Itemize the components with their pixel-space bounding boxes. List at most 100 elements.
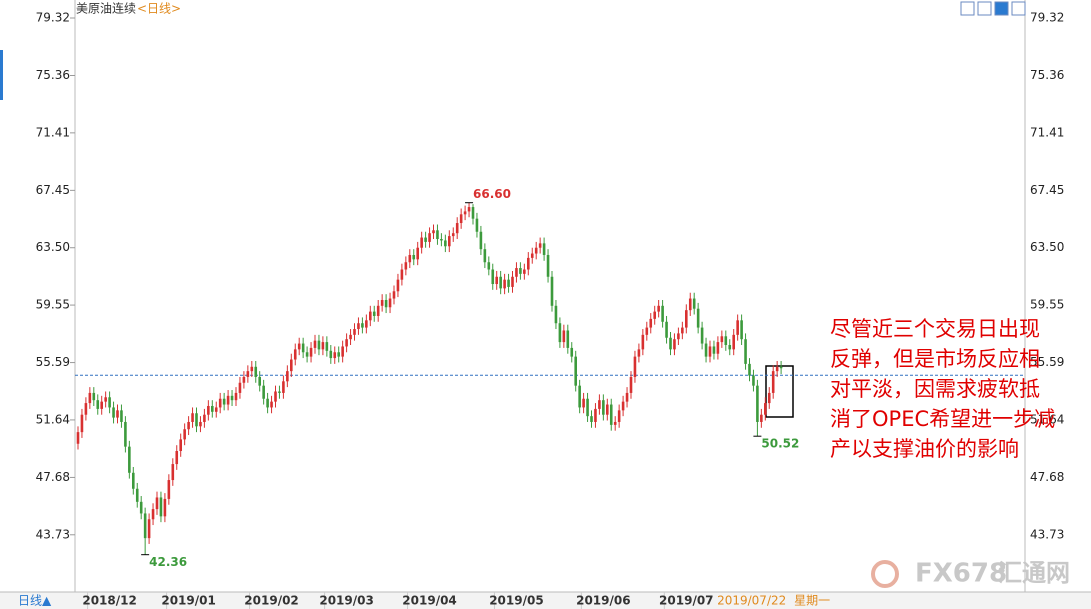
candle-body bbox=[700, 327, 704, 344]
candle-body bbox=[297, 343, 301, 350]
candle-body bbox=[451, 233, 455, 237]
candle-body bbox=[155, 497, 159, 510]
tool-button[interactable] bbox=[994, 1, 1009, 16]
candle-body bbox=[396, 279, 400, 292]
candle-body bbox=[479, 231, 483, 250]
candle-body bbox=[187, 421, 190, 430]
candle-body bbox=[384, 299, 388, 308]
candle-body bbox=[199, 421, 202, 427]
candle-body bbox=[84, 403, 88, 415]
candle-body bbox=[420, 237, 423, 248]
candle-body bbox=[226, 395, 230, 405]
candle-body bbox=[708, 346, 712, 357]
candle-body bbox=[278, 391, 281, 393]
watermark-brand: FX678 bbox=[915, 559, 1007, 589]
candle-body bbox=[542, 243, 546, 255]
candle-body bbox=[609, 404, 613, 425]
cursor-weekday: 星期一 bbox=[794, 594, 830, 608]
candle-body bbox=[448, 236, 451, 247]
candle-body bbox=[538, 243, 542, 248]
candle-body bbox=[467, 207, 471, 212]
candle-body bbox=[530, 253, 534, 258]
candle-body bbox=[317, 340, 321, 350]
candle-body bbox=[764, 403, 767, 415]
candle-body bbox=[744, 339, 747, 364]
chart-title: 美原油连续 bbox=[76, 1, 136, 16]
candle-body bbox=[665, 321, 668, 338]
note-line: 消了OPEC希望进一步减 bbox=[830, 407, 1055, 431]
candle-body bbox=[345, 339, 348, 347]
candle-body bbox=[167, 480, 171, 499]
candle-body bbox=[455, 223, 459, 234]
period-label[interactable]: <日线> bbox=[137, 2, 181, 16]
candle-body bbox=[92, 392, 96, 401]
watermark-site: 汇通网 bbox=[998, 559, 1070, 587]
candle-body bbox=[503, 279, 506, 289]
candle-body bbox=[369, 311, 372, 321]
candle-body bbox=[483, 249, 487, 263]
candle-body bbox=[661, 305, 664, 322]
candle-body bbox=[163, 498, 167, 517]
candle-body bbox=[590, 416, 593, 422]
y-tick-label-right: 67.45 bbox=[1030, 183, 1064, 197]
tool-button[interactable] bbox=[1011, 1, 1026, 16]
extreme-label: 42.36 bbox=[149, 555, 187, 569]
candle-body bbox=[728, 345, 732, 350]
candle-body bbox=[724, 336, 728, 346]
candle-body bbox=[519, 268, 522, 274]
candle-body bbox=[554, 305, 558, 324]
candle-body bbox=[143, 513, 147, 539]
candle-body bbox=[696, 308, 700, 328]
candle-body bbox=[238, 382, 242, 393]
candle-body bbox=[76, 432, 80, 444]
watermark-logo bbox=[871, 560, 899, 588]
candle-body bbox=[444, 240, 447, 247]
candle-body bbox=[357, 323, 360, 330]
x-tick-label: 2019/02 bbox=[244, 594, 298, 608]
x-tick-label: 2019/04 bbox=[402, 594, 456, 608]
candle-body bbox=[760, 414, 763, 422]
y-tick-label-right: 55.59 bbox=[1030, 355, 1064, 369]
y-tick-label-right: 47.68 bbox=[1030, 470, 1064, 484]
tool-button[interactable] bbox=[960, 1, 975, 16]
candle-body bbox=[100, 401, 103, 409]
candle-body bbox=[108, 397, 111, 408]
candle-body bbox=[582, 398, 585, 408]
candle-body bbox=[88, 392, 92, 404]
candle-body bbox=[712, 346, 716, 354]
candle-body bbox=[128, 446, 131, 473]
candle-body bbox=[293, 349, 297, 360]
candle-body bbox=[625, 392, 629, 402]
candle-body bbox=[139, 501, 143, 514]
candle-body bbox=[337, 352, 340, 357]
period-tab[interactable]: 日线▲ bbox=[18, 594, 52, 608]
candle-body bbox=[621, 401, 625, 411]
candle-body bbox=[617, 410, 621, 422]
candle-body bbox=[511, 276, 514, 287]
candle-body bbox=[637, 349, 641, 357]
candle-body bbox=[598, 400, 601, 409]
candle-body bbox=[286, 371, 289, 382]
x-tick-label: 2019/07 bbox=[659, 594, 713, 608]
candle-body bbox=[329, 350, 333, 359]
y-tick-label-right: 59.55 bbox=[1030, 298, 1064, 312]
y-tick-label: 51.64 bbox=[36, 412, 70, 426]
y-tick-label: 79.32 bbox=[36, 11, 70, 25]
candle-body bbox=[388, 298, 392, 308]
toolbar bbox=[960, 1, 1026, 16]
candle-body bbox=[361, 323, 364, 328]
tool-button[interactable] bbox=[977, 1, 992, 16]
candle-body bbox=[222, 398, 226, 405]
candle-body bbox=[463, 211, 467, 215]
candle-body bbox=[645, 327, 649, 335]
y-tick-label-right: 79.32 bbox=[1030, 11, 1064, 25]
candle-body bbox=[254, 366, 258, 377]
candle-body bbox=[732, 334, 735, 350]
candle-body bbox=[124, 421, 127, 447]
candle-body bbox=[120, 410, 123, 422]
y-tick-label: 59.55 bbox=[36, 298, 70, 312]
candle-body bbox=[594, 408, 597, 422]
candle-body bbox=[234, 392, 238, 401]
